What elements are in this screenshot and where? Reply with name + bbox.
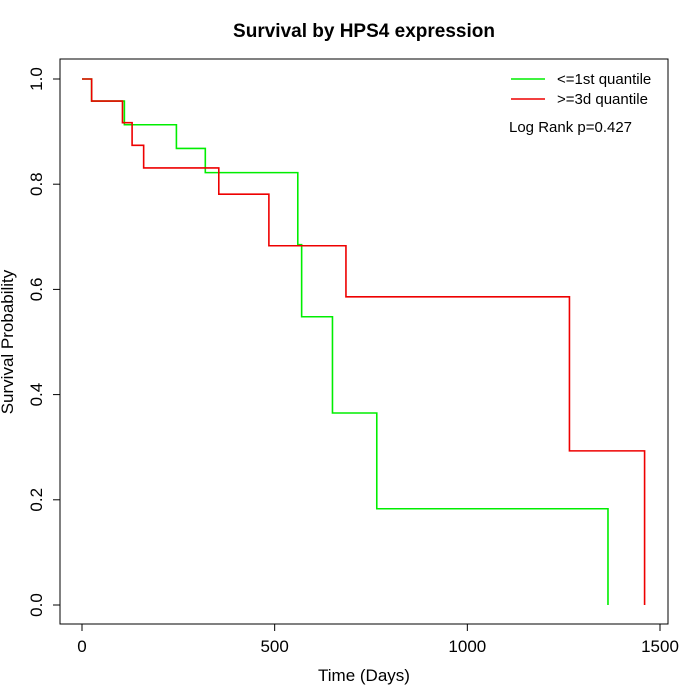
y-tick-label: 0.0: [27, 593, 46, 617]
x-tick-label: 500: [260, 637, 288, 656]
series-line-2: [82, 78, 646, 605]
y-tick-label: 1.0: [27, 67, 46, 91]
y-tick-label: 0.6: [27, 278, 46, 302]
log-rank-annotation: Log Rank p=0.427: [509, 119, 632, 136]
y-tick-label: 0.2: [27, 488, 46, 512]
legend-label: <=1st quantile: [557, 71, 651, 88]
y-tick-label: 0.8: [27, 172, 46, 196]
chart-title: Survival by HPS4 expression: [233, 21, 495, 42]
x-tick-label: 1500: [641, 637, 679, 656]
y-axis: 0.0 0.2 0.4 0.6 0.8 1.0: [27, 67, 61, 617]
x-tick-label: 1000: [448, 637, 486, 656]
legend: <=1st quantile >=3d quantile: [511, 71, 651, 108]
series-line-1: [82, 78, 609, 605]
legend-label: >=3d quantile: [557, 91, 648, 108]
series-layer: [82, 78, 646, 605]
y-tick-label: 0.4: [27, 383, 46, 407]
x-tick-label: 0: [77, 637, 86, 656]
y-axis-label: Survival Probability: [0, 269, 17, 414]
x-axis: 0 500 1000 1500: [77, 623, 679, 656]
x-axis-label: Time (Days): [318, 666, 410, 685]
